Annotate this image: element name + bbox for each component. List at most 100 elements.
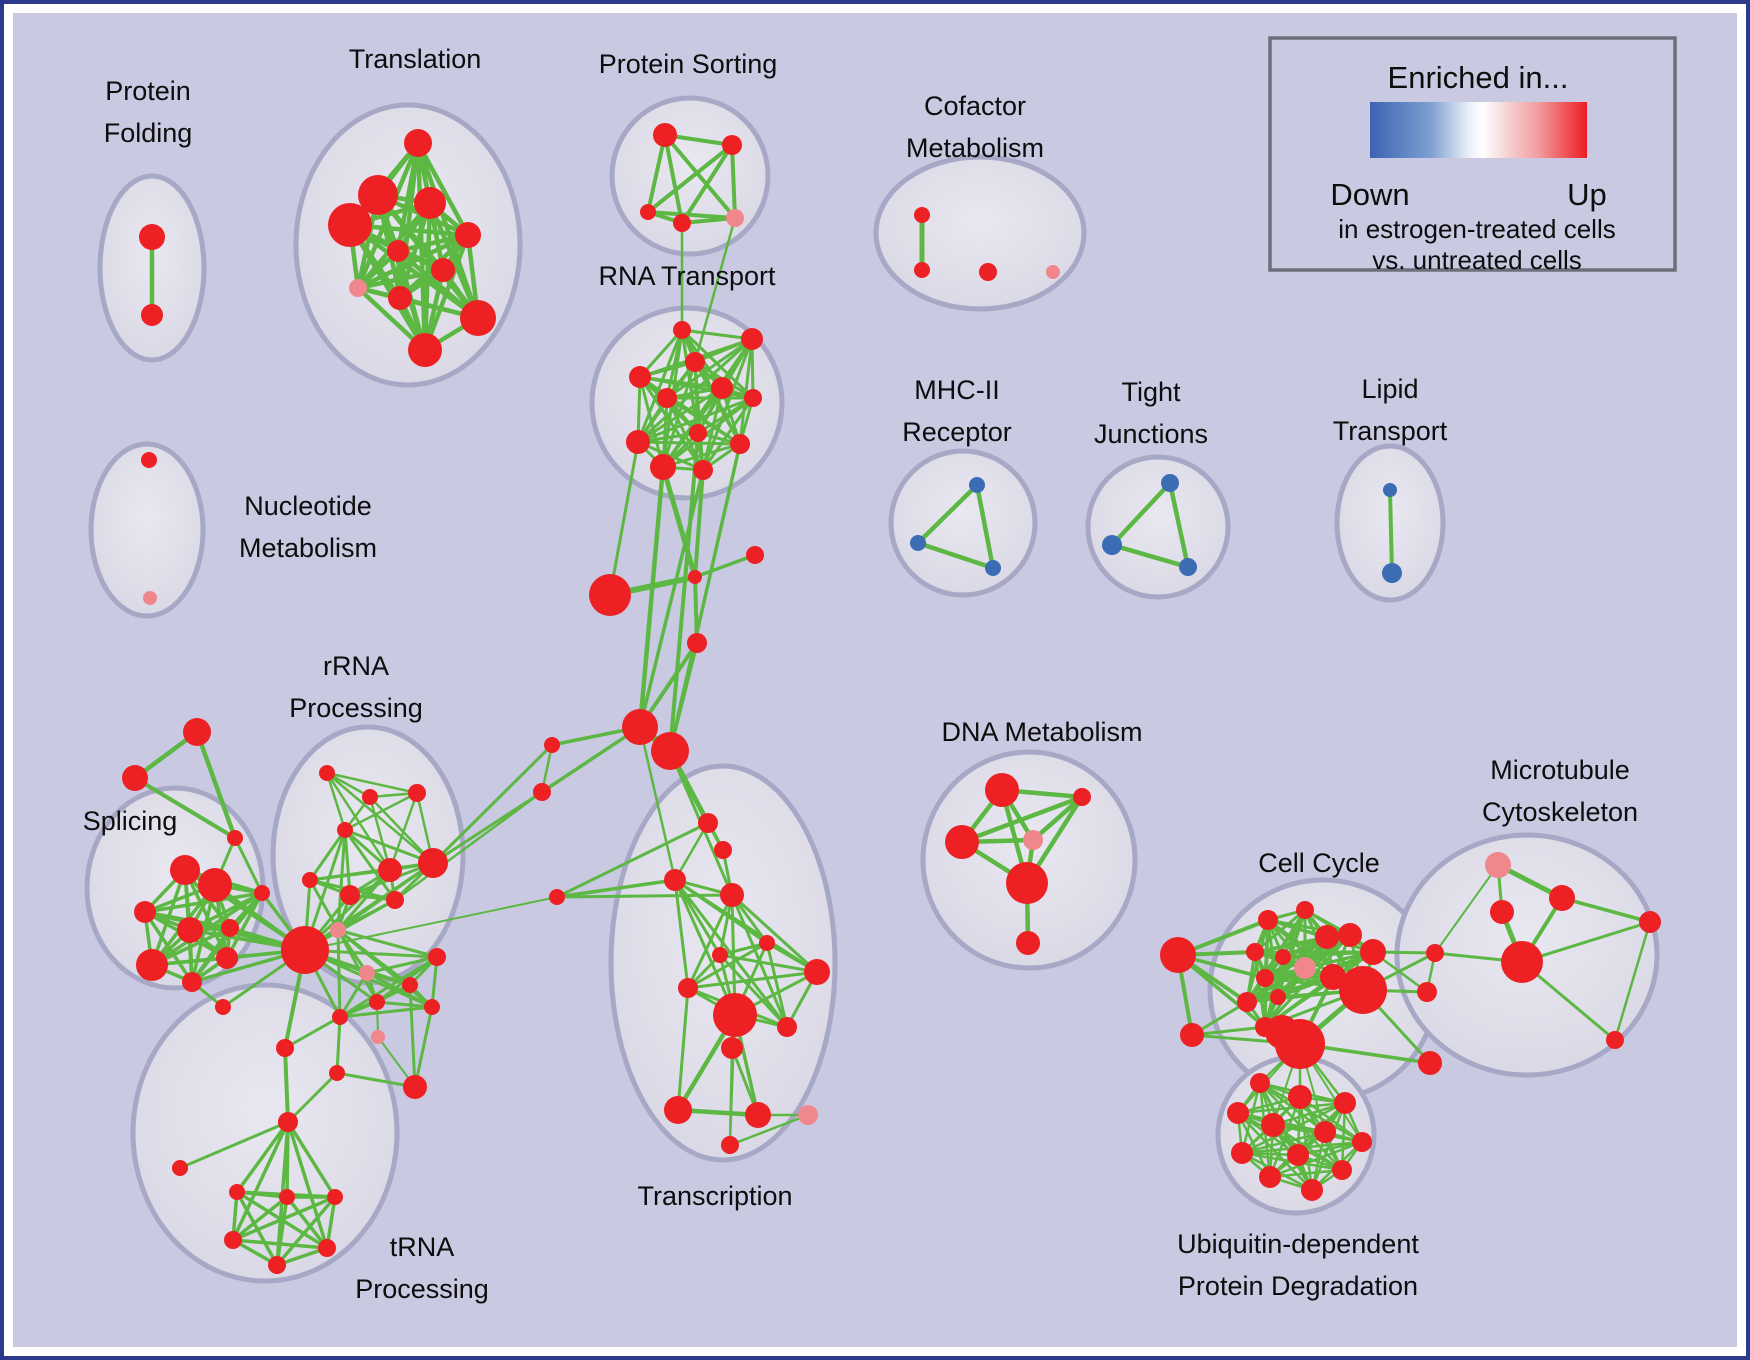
node-up (1338, 923, 1362, 947)
node-up (318, 1239, 336, 1257)
edge (673, 878, 690, 990)
node-down (969, 477, 985, 493)
edge (680, 328, 754, 341)
edge (304, 896, 558, 951)
node-up (711, 377, 733, 399)
edge (668, 431, 700, 753)
cluster-label-protein-folding: Protein (105, 76, 191, 106)
edge (325, 771, 392, 872)
node-up (678, 978, 698, 998)
node-up (408, 333, 442, 367)
node-up (1270, 989, 1286, 1005)
cluster-label-lipid-transport: Lipid (1361, 374, 1418, 404)
edge (308, 861, 435, 882)
edge (1613, 920, 1652, 1042)
edge (661, 396, 755, 469)
node-up (698, 813, 718, 833)
node-mild-up (143, 591, 157, 605)
edge (133, 776, 237, 840)
node-up (945, 825, 979, 859)
edge (338, 971, 369, 1019)
node-up (183, 718, 211, 746)
node-up (657, 388, 677, 408)
cluster-label-trna-processing: tRNA (390, 1232, 455, 1262)
edge (1253, 950, 1267, 1029)
edge (275, 1195, 337, 1267)
node-up (319, 765, 335, 781)
edge (638, 468, 705, 729)
node-down (1161, 474, 1179, 492)
node-up (431, 258, 455, 282)
node-up (1334, 1092, 1356, 1114)
edge (1434, 864, 1499, 954)
node-up (685, 352, 705, 372)
node-up (281, 926, 329, 974)
edge (308, 828, 347, 882)
edge (283, 1046, 290, 1124)
node-up (720, 883, 744, 907)
node-mild-up (349, 279, 367, 297)
cluster-label-translation: Translation (349, 44, 482, 74)
legend-caption-line2: vs. untreated cells (1372, 245, 1582, 275)
cluster-label-lipid-transport: Transport (1333, 416, 1448, 446)
node-down (910, 535, 926, 551)
node-up (979, 263, 997, 281)
node-up (533, 783, 551, 801)
node-up (424, 999, 440, 1015)
edge (1236, 1101, 1347, 1115)
node-up (549, 889, 565, 905)
cluster-label-transcription: Transcription (637, 1181, 792, 1211)
edge (325, 771, 372, 799)
node-up (358, 175, 398, 215)
edge (283, 1015, 342, 1050)
edge (555, 893, 734, 899)
edge (225, 891, 264, 960)
edge (286, 1120, 329, 1250)
node-up (198, 868, 232, 902)
node-up (745, 1102, 771, 1128)
node-mild-up (371, 1030, 385, 1044)
edge (680, 143, 734, 225)
cluster-label-cell-cycle: Cell Cycle (1258, 848, 1380, 878)
cluster-ellipse-tight-junctions (1085, 454, 1231, 600)
node-up (1287, 1144, 1309, 1166)
edge (338, 955, 439, 1019)
node-up (1288, 1085, 1312, 1109)
edge (1253, 908, 1307, 954)
cluster-label-rrna-processing: Processing (289, 693, 423, 723)
node-up (369, 994, 385, 1010)
node-up (1265, 1015, 1299, 1049)
edge (335, 1071, 417, 1089)
cluster-label-protein-folding: Folding (104, 118, 193, 148)
node-up (1549, 885, 1575, 911)
cluster-label-microtubule-cytoskeleton: Microtubule (1490, 755, 1630, 785)
edge (730, 143, 737, 220)
edge (540, 725, 642, 794)
edge (393, 790, 544, 902)
edge (673, 878, 737, 1017)
edge (388, 791, 419, 872)
node-up (402, 977, 418, 993)
cluster-ellipse-mhc-ii-receptor (888, 448, 1038, 598)
node-up (455, 222, 481, 248)
node-down (1179, 558, 1197, 576)
edge (427, 200, 481, 321)
node-up (1258, 910, 1278, 930)
edge (335, 1015, 342, 1075)
cluster-label-nucleotide-metabolism: Metabolism (239, 533, 377, 563)
legend-title: Enriched in... (1388, 60, 1569, 95)
edge (636, 440, 742, 446)
node-up (1237, 992, 1257, 1012)
node-up (227, 830, 243, 846)
node-up (414, 187, 446, 219)
edge (1268, 1101, 1347, 1179)
edge (1388, 488, 1394, 575)
legend-gradient-bar (1370, 102, 1587, 158)
node-up (664, 1096, 692, 1124)
edge (325, 771, 435, 865)
edge (646, 133, 667, 214)
node-up (254, 885, 270, 901)
node-up (722, 135, 742, 155)
edge (765, 941, 789, 1029)
cluster-label-rrna-processing: rRNA (323, 651, 389, 681)
